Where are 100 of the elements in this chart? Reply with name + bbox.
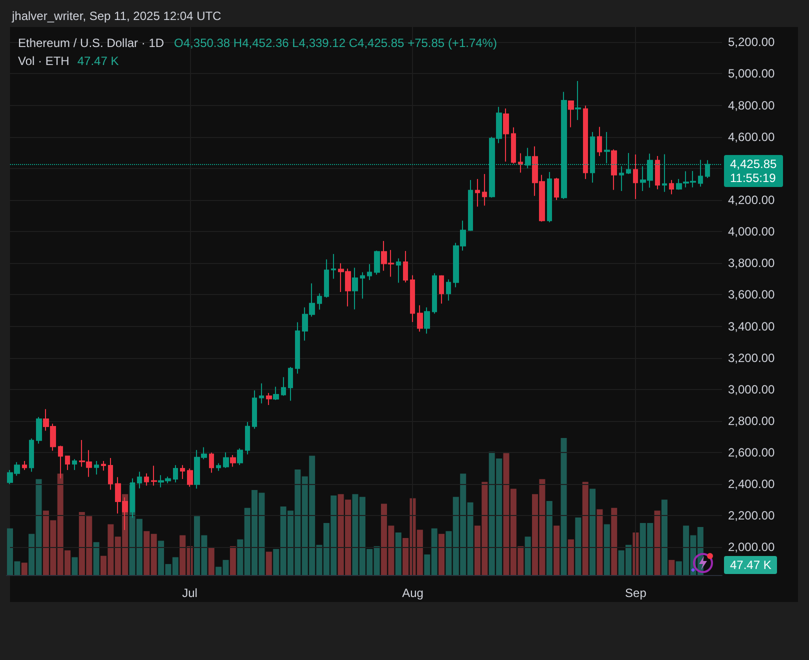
candlestick <box>36 416 42 444</box>
candlestick <box>187 468 193 488</box>
candlestick <box>633 154 638 200</box>
candlestick <box>144 472 149 486</box>
candlestick <box>511 126 516 164</box>
candlestick <box>446 278 451 302</box>
x-tick-label: Sep <box>625 586 647 600</box>
bar <box>554 526 560 575</box>
text: O4,350.38 H4,452.36 L4,339.12 C4,425.85 +75.85 (+1.74%) <box>174 36 497 50</box>
bar <box>72 557 78 575</box>
y-tick-label: 2,000.00 <box>728 540 776 554</box>
candlestick <box>439 274 444 304</box>
x-tick-label: Jul <box>182 586 198 600</box>
candlestick <box>475 178 480 208</box>
bar <box>266 552 272 575</box>
candlestick <box>72 458 77 471</box>
text: Ethereum / U.S. Dollar · 1D <box>18 36 164 50</box>
candlestick <box>317 292 322 310</box>
candlestick <box>432 272 437 314</box>
candlestick <box>273 386 279 400</box>
bar <box>524 536 531 575</box>
bar <box>661 500 668 575</box>
candlestick <box>597 126 602 156</box>
bar <box>21 562 28 575</box>
bar <box>604 524 610 575</box>
candlestick <box>245 422 250 455</box>
y-tick-label: 3,200.00 <box>728 350 776 365</box>
candlestick <box>137 471 142 489</box>
candlestick <box>568 100 574 128</box>
y-tick-label: 5,200.00 <box>728 35 776 50</box>
candlestick <box>29 438 34 472</box>
y-tick-label: 3,000.00 <box>728 382 776 396</box>
candlestick <box>259 382 264 404</box>
candlestick <box>396 258 401 284</box>
candlestick <box>266 392 272 406</box>
y-tick-label: 3,800.00 <box>728 256 776 270</box>
ref-line-label: 4,425.85 <box>730 157 777 172</box>
y-tick-label: 2,600.00 <box>728 446 776 460</box>
candlestick <box>151 465 157 486</box>
y-tick-label: 4,800.00 <box>728 98 776 112</box>
y-tick-label: 4,000.00 <box>728 224 776 239</box>
bar <box>596 509 603 575</box>
y-tick-label: 2,200.00 <box>728 508 776 523</box>
candlestick <box>324 258 329 298</box>
bar <box>230 546 236 575</box>
text: jhalver_writer, Sep 11, 2025 12:04 UTC <box>12 9 222 23</box>
candlestick <box>482 173 487 206</box>
candlestick <box>209 452 214 474</box>
candlestick <box>108 458 113 490</box>
bar <box>438 534 445 575</box>
candlestick <box>468 179 473 232</box>
candlestick <box>331 253 336 280</box>
candlestick <box>619 166 624 192</box>
candlestick <box>417 304 423 332</box>
candlestick <box>547 172 552 223</box>
bar <box>546 501 552 575</box>
y-tick-label: 4,200.00 <box>728 192 776 207</box>
candlestick <box>223 452 229 468</box>
candlestick <box>655 155 660 190</box>
bar <box>568 539 574 575</box>
candlestick <box>22 460 27 471</box>
y-tick-label: 5,000.00 <box>728 66 776 81</box>
candlestick <box>173 464 178 483</box>
text: 11:55:19 <box>730 171 777 186</box>
y-tick-label: 3,400.00 <box>728 319 776 334</box>
candlestick <box>669 179 674 195</box>
candlestick <box>252 390 257 430</box>
candlestick <box>575 80 581 120</box>
candlestick <box>554 177 559 200</box>
bar <box>395 532 402 575</box>
candlestick <box>230 454 236 468</box>
candlestick <box>288 366 293 402</box>
candlestick <box>237 448 243 466</box>
chart-title: Vol · ETH <box>18 54 70 68</box>
candlestick <box>367 264 372 281</box>
bar <box>590 488 596 575</box>
text: 47.47 K <box>724 556 778 574</box>
bar <box>93 542 100 575</box>
bar <box>582 482 588 575</box>
candlestick <box>65 455 70 471</box>
annotation: 47.47 K <box>77 54 119 68</box>
bar <box>668 560 675 575</box>
candlestick <box>374 250 380 276</box>
bar <box>575 517 582 575</box>
bar <box>560 438 567 575</box>
candlestick <box>101 460 106 472</box>
candlestick <box>295 322 300 374</box>
candlestick <box>352 267 358 310</box>
x-tick-label: Aug <box>402 586 424 600</box>
candlestick <box>410 274 415 322</box>
y-tick-label: 3,600.00 <box>728 288 776 302</box>
candlestick <box>216 462 221 472</box>
candlestick <box>180 464 185 480</box>
bar <box>611 508 618 575</box>
y-tick-label: 2,400.00 <box>728 477 776 492</box>
y-tick-label: 4,600.00 <box>728 130 776 144</box>
bar <box>208 548 214 575</box>
candlestick <box>424 306 430 334</box>
candlestick <box>503 108 509 162</box>
candlestick <box>360 272 365 300</box>
